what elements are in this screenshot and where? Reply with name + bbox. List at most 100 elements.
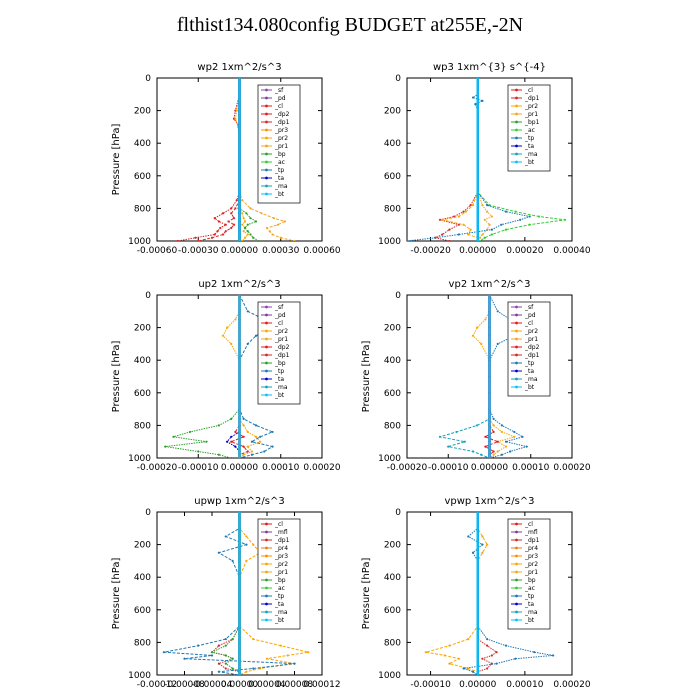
data-point — [238, 654, 241, 657]
data-point — [492, 424, 495, 427]
y-tick-label: 1000 — [378, 671, 401, 681]
data-point — [183, 657, 186, 660]
data-point — [447, 445, 450, 448]
y-tick-label: 200 — [384, 324, 401, 334]
legend-label: _sf — [274, 87, 284, 94]
legend-marker — [515, 120, 518, 124]
data-point — [172, 435, 175, 438]
legend-label: _dp1 — [274, 352, 290, 359]
series-group — [424, 512, 555, 675]
legend-label: _pr2 — [524, 328, 538, 335]
x-tick-label: 0.00004 — [248, 680, 285, 690]
data-point — [224, 662, 227, 665]
y-tick-label: 1000 — [378, 454, 401, 464]
legend-label: _dp1 — [524, 537, 540, 544]
x-tick-label: -0.00004 — [192, 680, 233, 690]
legend: _cl_dp1_pr2_pr1_bp1_ac_tp_ta_ma_bt — [507, 84, 551, 172]
data-point — [563, 218, 567, 221]
data-point — [481, 233, 484, 236]
data-point — [246, 310, 249, 313]
data-point — [462, 210, 465, 213]
data-point — [514, 657, 517, 660]
chart-panel-1: wp2 1xm^2/s^3 0 200 400 600 800 1000-0.00060 -0… — [111, 62, 341, 256]
data-point — [238, 424, 241, 427]
legend-marker — [265, 546, 268, 550]
series-group — [438, 295, 529, 458]
panel-title: vpwp 1xm^2/s^3 — [444, 496, 534, 507]
legend-marker — [265, 184, 268, 188]
panel-title: up2 1xm^2/s^3 — [198, 279, 280, 290]
data-point — [271, 233, 274, 236]
data-point — [238, 527, 241, 530]
legend-label: _sf — [524, 304, 534, 311]
data-point — [438, 218, 442, 221]
data-point — [238, 445, 241, 448]
data-point — [488, 417, 491, 420]
legend-label: _ma — [274, 609, 288, 616]
y-tick-label: 400 — [134, 356, 151, 366]
y-tick-label: 600 — [134, 172, 151, 182]
y-tick-label: 400 — [384, 573, 401, 583]
legend-label: _ta — [274, 601, 284, 608]
data-point — [217, 424, 220, 427]
y-tick-label: 200 — [134, 324, 151, 334]
series-line-dp1 — [433, 78, 479, 241]
data-point — [238, 608, 241, 611]
data-point — [238, 359, 241, 362]
legend-label: _pr3 — [274, 553, 288, 560]
legend-marker — [265, 128, 268, 132]
legend-label: _pd — [524, 312, 536, 319]
data-point — [234, 318, 237, 321]
data-point — [238, 408, 241, 411]
legend-box — [507, 518, 551, 630]
legend-label: _ta — [524, 368, 534, 375]
data-point — [238, 592, 241, 595]
data-point — [424, 651, 427, 654]
legend-marker — [515, 554, 518, 558]
plot-frame — [406, 511, 573, 676]
data-point — [224, 230, 227, 233]
legend-marker — [515, 610, 518, 614]
data-point — [471, 204, 475, 207]
legend-marker — [265, 136, 268, 140]
data-point — [232, 223, 236, 226]
data-point — [486, 210, 489, 213]
data-point — [467, 638, 470, 641]
legend-marker — [515, 321, 518, 325]
series-group — [407, 78, 567, 241]
data-point — [457, 233, 460, 236]
series-line-pr2 — [234, 78, 249, 241]
data-point — [217, 453, 220, 456]
x-tick-label: 0.00008 — [276, 680, 313, 690]
data-point — [476, 236, 479, 239]
y-tick-label: 1000 — [128, 237, 151, 247]
data-point — [238, 638, 241, 641]
data-point — [481, 535, 484, 538]
legend-marker — [265, 570, 268, 574]
legend-marker — [515, 128, 518, 132]
data-point — [495, 662, 498, 665]
x-tick-label: 0.00000 — [221, 463, 258, 473]
data-point — [232, 217, 236, 220]
data-point — [490, 215, 493, 218]
x-tick-label: -0.00010 — [178, 463, 219, 473]
data-point — [246, 230, 249, 233]
series-line-dp2 — [484, 295, 500, 458]
data-point — [469, 228, 472, 231]
data-point — [238, 174, 241, 177]
legend-marker — [515, 361, 518, 365]
data-point — [238, 440, 241, 443]
legend-label: _ac — [274, 585, 285, 592]
legend-box — [507, 84, 551, 172]
data-point — [230, 417, 233, 420]
legend-label: _dp1 — [274, 119, 290, 126]
data-point — [271, 445, 274, 448]
panel-title: wp2 1xm^2/s^3 — [197, 62, 281, 73]
data-point — [476, 543, 479, 546]
legend-label: _dp2 — [274, 344, 290, 351]
x-tick-label: -0.00030 — [178, 246, 219, 256]
data-point — [483, 218, 486, 221]
legend-label: _bt — [274, 617, 285, 624]
x-tick-label: 0.00000 — [459, 680, 496, 690]
